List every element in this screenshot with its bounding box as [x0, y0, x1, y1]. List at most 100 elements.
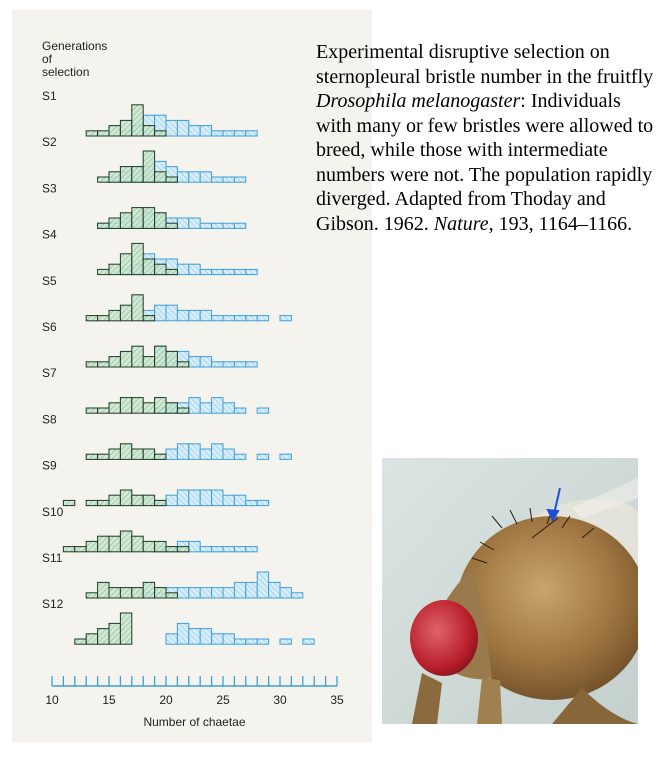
high-line-bar [199, 125, 213, 137]
low-line-bar [131, 166, 144, 183]
low-line-bar [176, 407, 190, 414]
high-line-bar [245, 638, 258, 645]
high-line-bar [188, 628, 201, 645]
generation-label: S10 [42, 505, 64, 519]
high-line-bar [256, 571, 270, 599]
low-line-bar [97, 581, 110, 599]
high-line-bar [188, 443, 201, 460]
low-line-bar [131, 207, 144, 229]
high-line-bar [222, 448, 235, 460]
high-line-bar [176, 622, 190, 645]
high-line-bar [176, 119, 190, 137]
low-line-bar [165, 176, 178, 183]
high-line-bar [211, 361, 224, 368]
low-line-bar [85, 633, 99, 645]
low-line-bar [131, 345, 144, 368]
high-line-bar [199, 448, 213, 460]
low-line-bar [131, 242, 144, 276]
low-line-bar [85, 130, 99, 137]
high-line-bar [222, 587, 235, 599]
high-line-bar [211, 176, 224, 183]
low-line-bar [131, 587, 144, 599]
low-line-bar [142, 402, 156, 414]
high-line-bar [256, 315, 270, 322]
high-line-bar [233, 407, 247, 414]
low-line-bar [97, 268, 110, 276]
high-line-bar [211, 546, 224, 553]
low-line-bar [142, 315, 156, 322]
high-line-bar [199, 628, 213, 645]
high-line-bar [188, 356, 201, 368]
high-line-bar [199, 546, 213, 553]
high-line-bar [290, 592, 304, 599]
high-line-bar [233, 494, 247, 507]
high-line-bar [188, 489, 201, 507]
x-tick-label: 25 [216, 693, 230, 707]
caption-species: Drosophila melanogaster [316, 90, 521, 112]
low-line-bar [154, 345, 167, 368]
high-line-bar [233, 176, 247, 183]
low-line-bar [85, 499, 99, 507]
low-line-bar [119, 253, 133, 276]
high-line-bar [245, 581, 258, 599]
high-line-bar [268, 581, 281, 599]
high-line-bar [188, 587, 201, 599]
high-line-bar [256, 499, 270, 507]
low-line-bar [154, 212, 167, 229]
low-line-bar [165, 222, 178, 229]
low-line-bar [142, 258, 156, 276]
chart-panel: Generations of selection S1 S2 S3 S4 S5 S6 S7 S8 S9… [12, 10, 372, 742]
x-tick-label: 20 [159, 693, 173, 707]
high-line-bar [199, 489, 213, 507]
low-line-bar [74, 546, 87, 553]
low-line-bar [165, 402, 178, 414]
low-line-bar [131, 294, 144, 322]
low-line-bar [131, 448, 144, 460]
high-line-bar [245, 130, 258, 137]
low-line-bar [119, 212, 133, 229]
low-line-bar [108, 125, 121, 137]
high-line-bar [222, 222, 235, 229]
low-line-bar [142, 125, 156, 137]
high-line-bar [233, 453, 247, 460]
high-line-bar [233, 638, 247, 645]
low-line-bar [97, 315, 110, 322]
x-tick-label: 35 [330, 693, 344, 707]
caption-text-3: , 193, 1164–1166. [488, 212, 633, 235]
low-line-bar [74, 638, 87, 645]
low-line-bar [108, 171, 121, 183]
low-line-bar [142, 540, 156, 553]
caption-journal: Nature [433, 212, 489, 235]
high-line-bar [256, 453, 270, 460]
generation-label: S3 [42, 181, 57, 195]
low-line-bar [142, 581, 156, 599]
low-line-bar [165, 268, 178, 276]
high-line-bar [176, 171, 190, 183]
arrow-icon [546, 487, 561, 523]
high-line-bar [211, 315, 224, 322]
low-line-bar [85, 361, 99, 368]
high-line-bar [176, 309, 190, 322]
high-line-bar [176, 443, 190, 460]
high-line-bar [245, 361, 258, 368]
high-line-bar [245, 546, 258, 553]
low-line-bar [119, 304, 133, 322]
caption-text-1: Experimental disruptive selection on ste… [316, 41, 654, 88]
generations-heading-line: Generations [42, 39, 107, 53]
high-line-bar [233, 546, 247, 553]
high-line-bar [188, 171, 201, 183]
high-line-bar [245, 268, 258, 276]
low-line-bar [142, 356, 156, 368]
high-line-bar [154, 304, 167, 322]
low-line-bar [154, 540, 167, 553]
high-line-bar [211, 268, 224, 276]
generation-label: S7 [42, 366, 57, 380]
high-line-bar [233, 222, 247, 229]
generations-heading-line: selection [42, 65, 89, 79]
high-line-bar [188, 540, 201, 553]
high-line-bar [176, 587, 190, 599]
low-line-bar [165, 546, 178, 553]
low-line-bar [119, 350, 133, 368]
high-line-bar [188, 217, 201, 229]
figure-caption: Experimental disruptive selection on ste… [316, 40, 661, 236]
